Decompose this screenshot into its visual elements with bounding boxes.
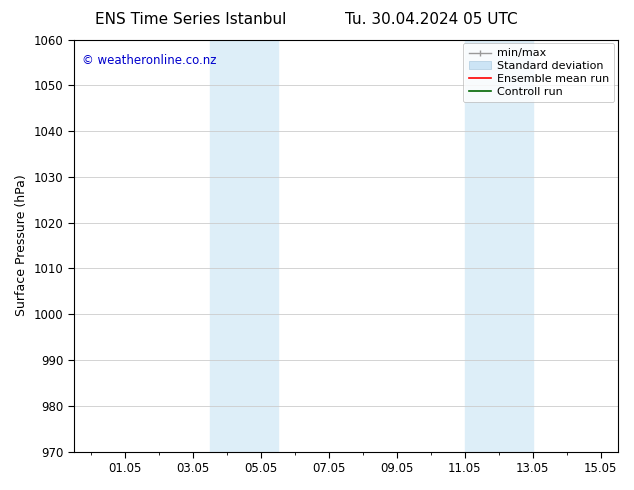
Y-axis label: Surface Pressure (hPa): Surface Pressure (hPa): [15, 175, 28, 317]
Text: Tu. 30.04.2024 05 UTC: Tu. 30.04.2024 05 UTC: [345, 12, 517, 27]
Bar: [210, 40, 278, 452]
Legend: min/max, Standard deviation, Ensemble mean run, Controll run: min/max, Standard deviation, Ensemble me…: [463, 43, 614, 102]
Text: © weatheronline.co.nz: © weatheronline.co.nz: [82, 54, 216, 67]
Text: ENS Time Series Istanbul: ENS Time Series Istanbul: [94, 12, 286, 27]
Bar: [465, 40, 533, 452]
